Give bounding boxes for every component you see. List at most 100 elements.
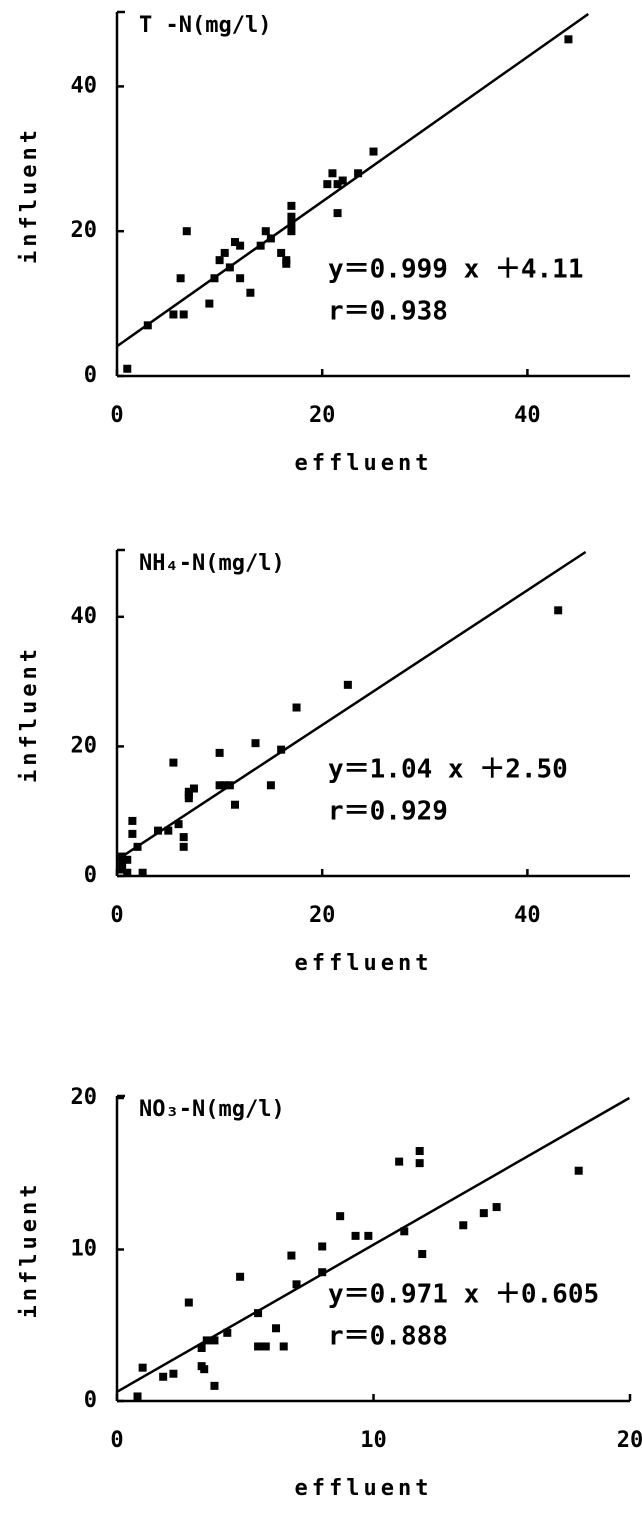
data-point <box>210 1336 219 1345</box>
data-point <box>415 1147 424 1156</box>
data-point <box>154 826 163 835</box>
data-point <box>138 1363 147 1372</box>
data-point <box>328 169 337 178</box>
y-axis-label: influent <box>17 126 42 264</box>
data-point <box>251 739 260 748</box>
data-point <box>210 274 219 283</box>
data-point <box>343 680 352 689</box>
data-point <box>215 748 224 757</box>
data-point <box>400 1227 409 1236</box>
data-point <box>159 1372 168 1381</box>
data-point <box>418 1250 427 1259</box>
panel-title: NH₄-N(mg/l) <box>139 551 285 576</box>
data-point <box>176 274 185 283</box>
data-point <box>184 1298 193 1307</box>
data-point <box>169 1369 178 1378</box>
data-point <box>282 259 291 268</box>
y-tick-label: 20 <box>71 218 98 243</box>
data-point <box>564 35 573 44</box>
data-point <box>354 169 363 178</box>
data-point <box>179 842 188 851</box>
annotation: r＝0.888 <box>328 1322 448 1352</box>
data-point <box>225 263 234 272</box>
data-point <box>202 1336 211 1345</box>
x-tick-label: 10 <box>360 1428 387 1453</box>
data-point <box>118 859 127 868</box>
data-point <box>479 1209 488 1218</box>
data-point <box>292 703 301 712</box>
data-point <box>287 219 296 228</box>
fit-line <box>116 12 590 348</box>
data-point <box>236 274 245 283</box>
data-point <box>230 238 239 247</box>
y-tick-label: 0 <box>84 363 97 388</box>
data-point <box>336 1212 345 1221</box>
x-tick-label: 40 <box>514 903 541 928</box>
data-point <box>272 1324 281 1333</box>
data-point <box>318 1268 327 1277</box>
data-point <box>574 1166 583 1175</box>
data-point <box>287 227 296 236</box>
data-point <box>277 248 286 257</box>
y-axis-label: influent <box>17 645 42 783</box>
data-point <box>220 248 229 257</box>
x-axis-label: effluent <box>295 951 433 976</box>
data-point <box>318 1242 327 1251</box>
data-point <box>123 868 132 877</box>
data-point <box>118 865 127 874</box>
panel-title: T -N(mg/l) <box>139 13 271 38</box>
data-point <box>236 241 245 250</box>
data-point <box>174 820 183 829</box>
data-point <box>133 842 142 851</box>
fit-line <box>116 1096 630 1393</box>
x-tick-label: 0 <box>110 903 123 928</box>
x-tick-label: 40 <box>514 403 541 428</box>
annotation: y＝1.04 x ＋2.50 <box>328 755 568 785</box>
data-point <box>323 180 332 189</box>
x-tick-label: 20 <box>309 403 336 428</box>
data-point <box>133 1392 142 1401</box>
data-point <box>128 816 137 825</box>
data-point <box>395 1157 404 1166</box>
data-point <box>138 868 147 877</box>
data-point <box>220 781 229 790</box>
data-point <box>492 1203 501 1212</box>
data-point <box>210 1381 219 1390</box>
data-point <box>246 288 255 297</box>
x-tick-label: 0 <box>110 403 123 428</box>
data-point <box>169 758 178 767</box>
data-point <box>287 201 296 210</box>
data-point <box>369 147 378 156</box>
data-point <box>215 781 224 790</box>
data-point <box>197 1343 206 1352</box>
y-tick-label: 40 <box>71 73 98 98</box>
data-point <box>256 241 265 250</box>
data-point <box>179 310 188 319</box>
data-point <box>261 1342 270 1351</box>
data-point <box>164 826 173 835</box>
y-tick-label: 40 <box>71 604 98 629</box>
data-point <box>287 1251 296 1260</box>
data-point <box>182 227 191 236</box>
data-point <box>225 781 234 790</box>
y-tick-label: 0 <box>84 863 97 888</box>
annotation: y＝0.971 x ＋0.605 <box>328 1280 599 1310</box>
y-tick-label: 20 <box>71 1085 98 1110</box>
data-point <box>118 852 127 861</box>
data-point <box>333 209 342 218</box>
annotation: r＝0.938 <box>328 297 448 327</box>
data-point <box>236 1272 245 1281</box>
panel-title: NO₃-N(mg/l) <box>139 1097 285 1122</box>
annotation: y＝0.999 x ＋4.11 <box>328 255 584 285</box>
data-point <box>287 212 296 221</box>
data-point <box>169 310 178 319</box>
data-point <box>184 787 193 796</box>
data-point <box>364 1231 373 1240</box>
data-point <box>351 1231 360 1240</box>
data-point <box>554 606 563 615</box>
data-point <box>179 833 188 842</box>
x-tick-label: 20 <box>309 903 336 928</box>
data-point <box>223 1328 232 1337</box>
data-point <box>266 234 275 243</box>
